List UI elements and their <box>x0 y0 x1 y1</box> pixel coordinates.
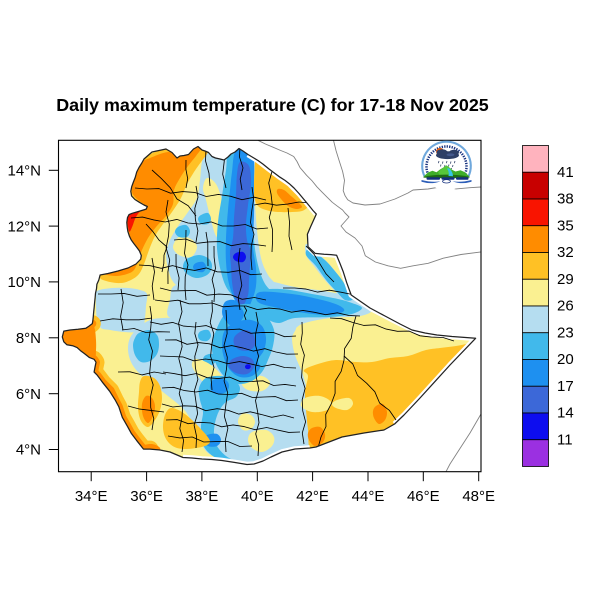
svg-text:41: 41 <box>557 164 574 181</box>
svg-text:14: 14 <box>557 405 574 422</box>
svg-text:12°N: 12°N <box>7 218 41 235</box>
svg-text:4°N: 4°N <box>16 442 41 459</box>
svg-text:36°E: 36°E <box>130 488 163 505</box>
svg-text:23: 23 <box>557 324 574 341</box>
svg-text:32: 32 <box>557 244 574 261</box>
svg-text:38: 38 <box>557 191 574 208</box>
svg-text:44°E: 44°E <box>352 488 385 505</box>
svg-text:34°E: 34°E <box>75 488 108 505</box>
svg-text:17: 17 <box>557 378 574 395</box>
svg-text:20: 20 <box>557 351 574 368</box>
svg-text:35: 35 <box>557 217 574 234</box>
svg-text:Daily maximum temperature (C): Daily maximum temperature (C) for 17-18 … <box>56 95 489 115</box>
svg-text:38°E: 38°E <box>186 488 219 505</box>
svg-text:29: 29 <box>557 271 574 288</box>
svg-text:42°E: 42°E <box>296 488 329 505</box>
svg-text:26: 26 <box>557 298 574 315</box>
svg-text:40°E: 40°E <box>241 488 274 505</box>
svg-text:8°N: 8°N <box>16 330 41 347</box>
svg-text:11: 11 <box>557 431 573 448</box>
svg-text:48°E: 48°E <box>462 488 495 505</box>
svg-text:46°E: 46°E <box>407 488 440 505</box>
svg-text:6°N: 6°N <box>16 386 41 403</box>
svg-text:14°N: 14°N <box>7 163 41 180</box>
svg-text:10°N: 10°N <box>7 274 41 291</box>
